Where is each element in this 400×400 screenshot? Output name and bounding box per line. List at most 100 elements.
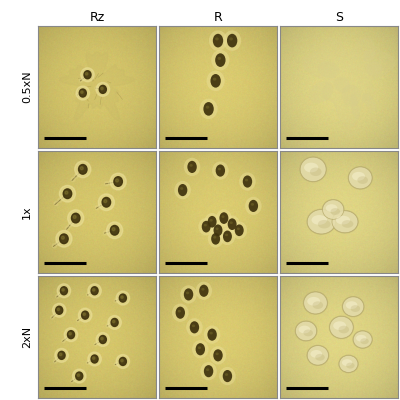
- Circle shape: [112, 180, 116, 184]
- Circle shape: [76, 86, 90, 100]
- Ellipse shape: [213, 34, 223, 48]
- Ellipse shape: [228, 218, 237, 230]
- Ellipse shape: [204, 213, 220, 230]
- Ellipse shape: [199, 285, 208, 297]
- Ellipse shape: [192, 340, 208, 358]
- Ellipse shape: [204, 224, 207, 226]
- Circle shape: [96, 82, 110, 96]
- Ellipse shape: [76, 372, 83, 380]
- Text: 1x: 1x: [22, 205, 32, 219]
- Ellipse shape: [219, 367, 236, 385]
- Ellipse shape: [216, 228, 219, 230]
- Circle shape: [91, 358, 94, 362]
- Circle shape: [116, 362, 120, 365]
- Ellipse shape: [223, 230, 232, 242]
- Circle shape: [78, 170, 82, 175]
- Ellipse shape: [231, 222, 247, 239]
- Circle shape: [97, 87, 100, 90]
- Ellipse shape: [322, 199, 345, 220]
- Ellipse shape: [206, 106, 209, 109]
- Circle shape: [71, 177, 75, 182]
- Ellipse shape: [336, 216, 350, 224]
- Circle shape: [103, 231, 108, 235]
- Ellipse shape: [318, 220, 330, 228]
- Ellipse shape: [180, 187, 183, 190]
- Circle shape: [88, 352, 101, 366]
- Circle shape: [73, 378, 76, 381]
- Circle shape: [75, 376, 79, 380]
- Ellipse shape: [331, 210, 359, 234]
- Circle shape: [112, 320, 115, 323]
- Circle shape: [99, 339, 102, 343]
- Ellipse shape: [304, 163, 318, 172]
- Ellipse shape: [216, 209, 232, 227]
- Ellipse shape: [342, 220, 353, 228]
- Circle shape: [75, 161, 91, 178]
- Ellipse shape: [210, 222, 226, 239]
- Ellipse shape: [196, 343, 205, 355]
- Ellipse shape: [309, 82, 333, 103]
- Ellipse shape: [186, 318, 203, 336]
- Ellipse shape: [79, 89, 86, 97]
- Ellipse shape: [245, 197, 262, 215]
- Ellipse shape: [209, 30, 227, 51]
- Ellipse shape: [190, 164, 193, 167]
- Ellipse shape: [206, 71, 225, 91]
- Ellipse shape: [330, 208, 340, 215]
- Ellipse shape: [218, 168, 221, 170]
- Ellipse shape: [300, 157, 326, 182]
- Circle shape: [68, 223, 72, 227]
- Ellipse shape: [206, 368, 209, 371]
- Ellipse shape: [326, 204, 338, 212]
- Ellipse shape: [84, 71, 91, 79]
- Circle shape: [116, 291, 130, 305]
- Ellipse shape: [102, 198, 111, 207]
- Ellipse shape: [218, 57, 221, 60]
- Circle shape: [76, 93, 80, 97]
- Ellipse shape: [307, 297, 320, 306]
- Circle shape: [52, 303, 66, 317]
- Circle shape: [60, 185, 76, 202]
- Circle shape: [72, 369, 86, 383]
- Circle shape: [101, 87, 103, 90]
- Circle shape: [116, 354, 130, 368]
- Ellipse shape: [304, 330, 313, 336]
- Ellipse shape: [342, 359, 352, 366]
- Circle shape: [81, 91, 83, 93]
- Ellipse shape: [111, 318, 118, 326]
- Ellipse shape: [91, 355, 98, 363]
- Circle shape: [104, 182, 109, 186]
- Ellipse shape: [306, 209, 336, 235]
- Circle shape: [60, 291, 64, 294]
- Circle shape: [119, 360, 122, 364]
- Circle shape: [94, 342, 97, 346]
- Ellipse shape: [342, 85, 360, 107]
- Circle shape: [85, 72, 88, 75]
- Ellipse shape: [223, 370, 232, 382]
- Circle shape: [74, 174, 78, 178]
- Ellipse shape: [204, 365, 213, 377]
- Ellipse shape: [63, 189, 72, 198]
- Ellipse shape: [224, 216, 240, 233]
- Circle shape: [67, 335, 70, 338]
- Circle shape: [70, 379, 74, 383]
- Circle shape: [69, 332, 71, 335]
- Ellipse shape: [338, 326, 349, 333]
- Ellipse shape: [174, 181, 191, 199]
- Ellipse shape: [213, 236, 216, 239]
- Ellipse shape: [318, 61, 340, 78]
- Circle shape: [77, 374, 80, 376]
- Ellipse shape: [225, 373, 228, 376]
- Ellipse shape: [56, 306, 63, 314]
- Ellipse shape: [350, 305, 360, 312]
- Ellipse shape: [207, 328, 217, 341]
- Ellipse shape: [184, 288, 193, 300]
- Circle shape: [112, 228, 115, 231]
- Circle shape: [108, 181, 113, 185]
- Ellipse shape: [60, 287, 68, 295]
- Ellipse shape: [294, 320, 318, 342]
- Ellipse shape: [296, 321, 317, 341]
- Circle shape: [108, 323, 112, 326]
- Circle shape: [79, 92, 83, 96]
- Circle shape: [64, 328, 78, 342]
